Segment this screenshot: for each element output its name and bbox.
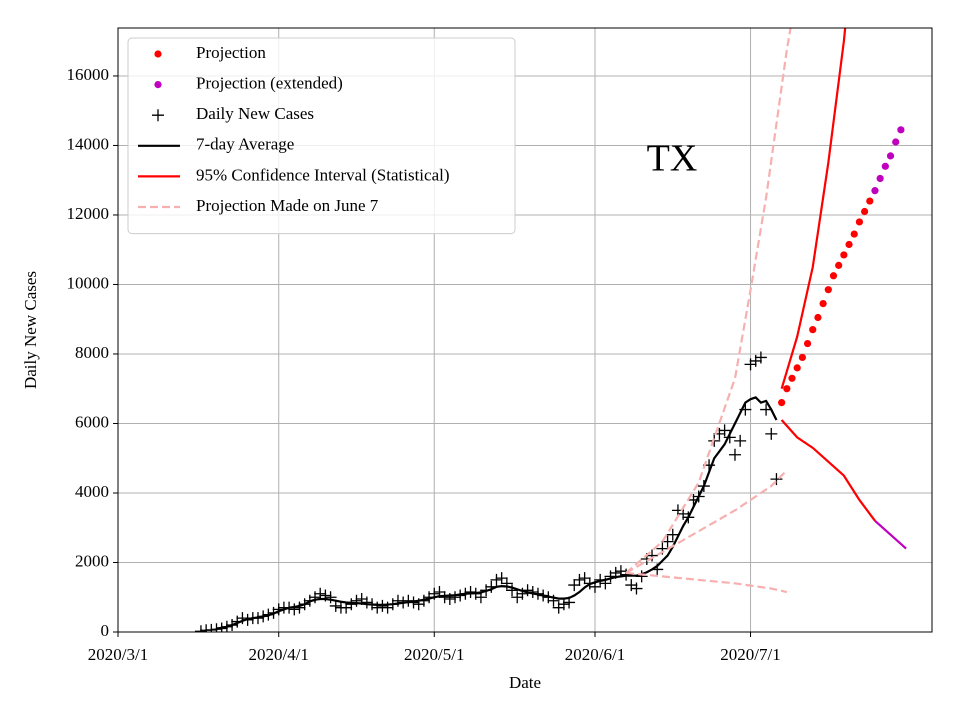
point bbox=[154, 50, 162, 58]
series-line bbox=[625, 571, 788, 594]
point bbox=[793, 364, 801, 372]
x-axis-label: Date bbox=[509, 673, 541, 692]
point bbox=[324, 591, 337, 604]
x-tick-label: 2020/3/1 bbox=[88, 645, 148, 664]
point bbox=[194, 625, 207, 632]
point bbox=[360, 596, 373, 609]
x-tick-label: 2020/5/1 bbox=[404, 645, 464, 664]
point bbox=[506, 584, 519, 597]
x-tick-label: 2020/4/1 bbox=[248, 645, 308, 664]
point bbox=[573, 573, 586, 586]
y-tick-label: 8000 bbox=[75, 343, 109, 362]
point bbox=[809, 326, 817, 334]
annotation: TX bbox=[647, 138, 698, 180]
point bbox=[860, 207, 869, 216]
point bbox=[819, 299, 827, 308]
point bbox=[578, 572, 591, 585]
point bbox=[557, 598, 570, 611]
point bbox=[438, 591, 451, 604]
series-line bbox=[625, 469, 788, 574]
legend-label: Projection bbox=[196, 43, 266, 62]
legend-label: Projection (extended) bbox=[196, 74, 343, 93]
point bbox=[329, 599, 342, 612]
x-tick-label: 2020/6/1 bbox=[565, 645, 625, 664]
point bbox=[490, 573, 503, 586]
point bbox=[568, 579, 581, 592]
plot-area bbox=[194, 28, 907, 632]
point bbox=[783, 385, 791, 393]
point bbox=[236, 612, 249, 625]
point bbox=[876, 174, 884, 183]
axes-frame bbox=[117, 27, 933, 633]
point bbox=[835, 261, 843, 269]
point bbox=[495, 572, 508, 585]
point bbox=[646, 549, 659, 562]
point bbox=[871, 187, 879, 195]
y-tick-label: 12000 bbox=[67, 204, 110, 223]
point bbox=[754, 351, 767, 364]
point bbox=[210, 623, 223, 632]
point bbox=[734, 434, 747, 447]
point bbox=[788, 374, 796, 382]
point bbox=[314, 587, 327, 600]
point bbox=[798, 353, 806, 362]
point bbox=[630, 582, 643, 595]
y-tick-label: 6000 bbox=[75, 412, 109, 431]
series-line bbox=[874, 519, 907, 550]
series-line bbox=[780, 28, 847, 390]
point bbox=[464, 586, 477, 599]
point bbox=[897, 126, 905, 134]
point bbox=[803, 339, 812, 348]
point bbox=[371, 601, 384, 614]
point bbox=[728, 448, 741, 461]
legend-box bbox=[127, 37, 516, 235]
point bbox=[855, 218, 864, 226]
legend-label: Projection Made on June 7 bbox=[196, 196, 379, 215]
point bbox=[718, 424, 731, 437]
series-line bbox=[780, 419, 876, 522]
y-tick-label: 2000 bbox=[75, 551, 109, 570]
legend-label: Daily New Cases bbox=[196, 104, 314, 123]
point bbox=[288, 603, 301, 616]
point bbox=[449, 591, 462, 604]
point bbox=[881, 162, 889, 170]
point bbox=[152, 109, 164, 122]
point bbox=[886, 152, 895, 160]
point bbox=[814, 313, 822, 322]
y-tick-label: 14000 bbox=[67, 134, 110, 153]
point bbox=[845, 240, 853, 249]
point bbox=[866, 197, 874, 205]
point bbox=[892, 138, 900, 146]
point bbox=[850, 230, 858, 238]
y-tick-label: 16000 bbox=[67, 65, 110, 84]
axes: 2020/3/1 2020/4/1 2020/5/1 2020/6/1 2020/7/1… bbox=[67, 65, 781, 664]
point bbox=[666, 528, 679, 541]
x-tick-label: 2020/7/1 bbox=[720, 645, 780, 664]
point bbox=[765, 427, 778, 440]
series-line bbox=[625, 28, 792, 574]
y-tick-label: 10000 bbox=[67, 273, 110, 292]
point bbox=[205, 623, 218, 632]
point bbox=[824, 286, 832, 294]
point bbox=[391, 594, 404, 607]
legend-label: 7-day Average bbox=[196, 135, 294, 154]
y-tick-label: 0 bbox=[101, 621, 110, 640]
point bbox=[350, 594, 363, 607]
y-axis-label: Daily New Cases bbox=[21, 271, 40, 389]
point bbox=[154, 81, 162, 89]
point bbox=[778, 399, 786, 407]
y-tick-label: 4000 bbox=[75, 482, 109, 501]
legend: Projection Projection (extended) Daily New… bbox=[127, 37, 516, 235]
legend-label: 95% Confidence Interval (Statistical) bbox=[196, 165, 450, 184]
point bbox=[840, 251, 848, 259]
point bbox=[829, 272, 838, 280]
series-line bbox=[216, 396, 778, 630]
point bbox=[770, 473, 783, 486]
